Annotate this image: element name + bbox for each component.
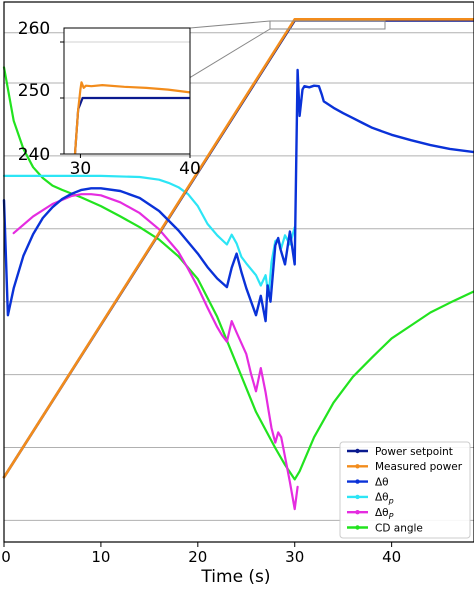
legend-box xyxy=(339,441,471,539)
legend-marker xyxy=(355,525,360,530)
legend-marker xyxy=(355,464,360,469)
series-line-2 xyxy=(2,68,474,323)
main-plot-frame xyxy=(3,1,474,543)
x-axis-label: Time (s) xyxy=(200,567,270,587)
main-x-ticks: 0 10 20 30 40 xyxy=(1,542,401,566)
series-line-3 xyxy=(2,174,296,297)
legend-marker xyxy=(355,448,360,454)
legend-marker xyxy=(355,510,360,515)
legend-label: Δθ xyxy=(375,476,389,488)
main-y-ticks: 260 250 240 xyxy=(18,19,50,165)
inset-y-ticks xyxy=(60,41,64,155)
x-tick-label: 0 xyxy=(1,548,11,566)
x-tick-label: 30 xyxy=(285,548,304,566)
inset-x-tick-label: 30 xyxy=(70,159,92,179)
legend-marker xyxy=(355,494,360,500)
main-series xyxy=(2,17,474,511)
inset-x-tick-label: 40 xyxy=(179,159,201,179)
inset-series-line-1 xyxy=(73,81,191,155)
inset-frame xyxy=(63,27,191,155)
legend-label: Power setpoint xyxy=(375,446,453,458)
series-line-4 xyxy=(12,193,299,511)
zoom-region-box xyxy=(269,20,386,30)
legend-label: Measured power xyxy=(375,461,463,473)
inset-background xyxy=(64,28,190,154)
series-line-1 xyxy=(2,17,474,479)
legend-label: CD angle xyxy=(375,522,423,534)
x-tick-label: 40 xyxy=(382,548,401,566)
legend-marker xyxy=(355,479,360,484)
inset-series xyxy=(73,81,191,155)
y-tick-label: 260 xyxy=(18,19,50,39)
zoom-connector-top xyxy=(189,20,271,29)
x-tick-label: 10 xyxy=(91,548,110,566)
y-tick-label: 240 xyxy=(18,145,50,165)
x-tick-label: 20 xyxy=(188,548,207,566)
y-tick-label: 250 xyxy=(18,81,50,101)
inset-x-ticks: 30 40 xyxy=(70,154,201,179)
